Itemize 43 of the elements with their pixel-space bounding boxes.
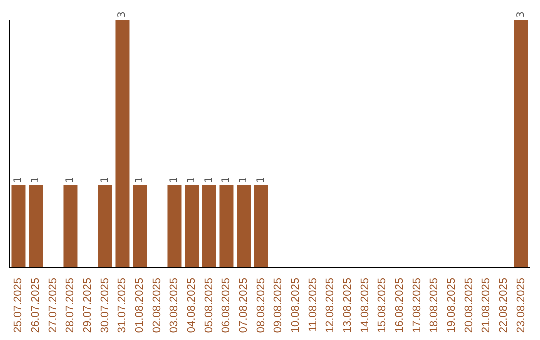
data-label: 3 <box>117 12 128 18</box>
x-tick-label: 11.08.2025 <box>307 278 320 332</box>
data-label: 1 <box>221 176 232 184</box>
data-label: 1 <box>238 176 250 184</box>
x-tick-label: 25.07.2025 <box>12 278 25 334</box>
x-tick-label: 16.08.2025 <box>394 278 406 334</box>
x-tick-label: 12.08.2025 <box>324 278 337 334</box>
x-tick-label: 23.08.2025 <box>515 278 528 334</box>
x-tick-label: 22.08.2025 <box>498 278 510 334</box>
x-tick-label: 05.08.2025 <box>203 278 216 334</box>
x-tick-label: 27.07.2025 <box>47 278 60 334</box>
data-label: 1 <box>65 176 76 184</box>
x-tick-label: 31.07.2025 <box>116 278 129 334</box>
data-label: 1 <box>134 176 146 184</box>
data-label: 1 <box>30 176 42 184</box>
x-tick-label: 13.08.2025 <box>342 278 354 334</box>
x-tick-label: 18.08.2025 <box>428 278 441 334</box>
x-tick-label: 26.07.2025 <box>30 278 42 334</box>
x-tick-label: 14.08.2025 <box>359 278 372 334</box>
x-tick-label: 06.08.2025 <box>220 278 233 334</box>
x-tick-label: 02.08.2025 <box>151 278 164 334</box>
x-tick-label: 15.08.2025 <box>376 278 389 334</box>
data-label: 1 <box>256 176 267 184</box>
data-label: 3 <box>516 12 527 18</box>
x-tick-label: 04.08.2025 <box>186 278 198 334</box>
x-tick-label: 21.08.2025 <box>480 278 493 334</box>
x-tick-label: 29.07.2025 <box>82 278 94 334</box>
x-tick-label: 07.08.2025 <box>238 278 250 334</box>
data-label: 1 <box>169 176 180 184</box>
data-label: 1 <box>13 176 24 184</box>
data-label: 1 <box>186 176 198 184</box>
x-tick-label: 28.07.2025 <box>64 278 77 334</box>
data-label: 1 <box>100 176 111 184</box>
x-tick-label: 03.08.2025 <box>168 278 181 334</box>
x-tick-label: 20.08.2025 <box>463 278 476 334</box>
x-tick-label: 30.07.2025 <box>99 278 112 334</box>
x-tick-label: 01.08.2025 <box>134 278 146 334</box>
x-tick-label: 08.08.2025 <box>255 278 268 334</box>
x-tick-label: 10.08.2025 <box>290 278 302 334</box>
x-tick-label: 17.08.2025 <box>411 278 424 334</box>
data-label: 1 <box>204 176 215 184</box>
x-tick-label: 19.08.2025 <box>446 278 458 334</box>
x-tick-label: 09.08.2025 <box>272 278 285 334</box>
